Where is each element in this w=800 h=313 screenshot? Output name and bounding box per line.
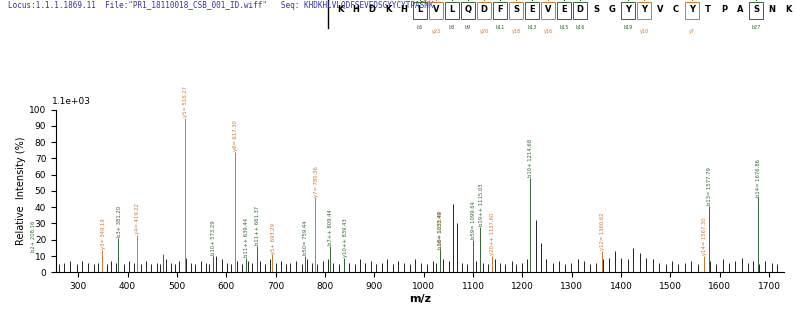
Text: V: V [657,5,663,14]
Text: S: S [513,5,519,14]
Text: F: F [497,5,503,14]
Text: E: E [561,5,567,14]
Text: y20++ 1137.60: y20++ 1137.60 [490,213,495,255]
Text: 1.1e+03: 1.1e+03 [52,97,91,106]
Text: K: K [385,5,391,14]
Text: L: L [418,5,422,14]
Text: b13: b13 [527,25,537,30]
Text: T: T [705,5,711,14]
Text: b13= 1577.79: b13= 1577.79 [707,167,712,205]
Text: b7++ 809.44: b7++ 809.44 [328,210,333,245]
Text: N: N [769,5,775,14]
Text: D: D [577,5,583,14]
Text: b50= 759.44: b50= 759.44 [303,221,308,255]
Text: y6= 617.30: y6= 617.30 [233,120,238,151]
Text: b19++ 1115.03: b19++ 1115.03 [478,183,484,226]
Text: b11++ 661.37: b11++ 661.37 [255,206,260,245]
Text: y10: y10 [639,29,649,34]
Text: P: P [721,5,727,14]
Text: b14= 1676.86: b14= 1676.86 [756,159,761,197]
Text: b10+ 573.29: b10+ 573.29 [211,221,216,255]
Text: A: A [737,5,743,14]
Text: b27: b27 [751,25,761,30]
Text: H: H [353,5,359,14]
Text: b6: b6 [417,25,423,30]
Y-axis label: Relative  Intensity (%): Relative Intensity (%) [16,137,26,245]
Text: H: H [401,5,407,14]
Text: b2+ 208.16: b2+ 208.16 [31,221,36,252]
Text: b19: b19 [623,25,633,30]
Text: y10++ 839.43: y10++ 839.43 [342,218,348,257]
Text: y20: y20 [479,29,489,34]
Text: y5+ 693.29: y5+ 693.29 [270,223,275,254]
Text: y5= 516.27: y5= 516.27 [183,86,188,117]
Text: y18: y18 [511,29,521,34]
Text: K: K [785,5,791,14]
Text: b15: b15 [559,25,569,30]
Text: Y: Y [689,5,695,14]
Text: y23: y23 [431,29,441,34]
Text: y7: y7 [689,29,695,34]
X-axis label: m/z: m/z [409,294,431,304]
Text: y14= 1567.30: y14= 1567.30 [702,218,707,255]
Text: b8+ 1033.49: b8+ 1033.49 [438,211,443,245]
Text: S: S [753,5,759,14]
Text: y16: y16 [543,29,553,34]
Text: V: V [433,5,439,14]
Text: G: G [609,5,615,14]
Text: b10+ 1214.68: b10+ 1214.68 [528,139,533,177]
Text: b8: b8 [449,25,455,30]
Text: V: V [545,5,551,14]
Text: b11: b11 [495,25,505,30]
Text: D: D [481,5,487,14]
Text: y4= 419.22: y4= 419.22 [135,203,140,234]
Text: Y: Y [625,5,631,14]
Text: Q: Q [465,5,471,14]
Text: E: E [529,5,535,14]
Text: D: D [369,5,375,14]
Text: b59= 1099.64: b59= 1099.64 [471,201,476,239]
Text: b11++ 639.44: b11++ 639.44 [244,218,249,257]
Text: y7= 780.36: y7= 780.36 [314,166,318,197]
Text: b16= 1033.49: b16= 1033.49 [438,211,443,249]
Text: C: C [673,5,679,14]
Text: b16: b16 [575,25,585,30]
Text: K: K [337,5,343,14]
Text: b9: b9 [465,25,471,30]
Text: y3= 349.19: y3= 349.19 [101,218,106,249]
Text: S: S [593,5,599,14]
Text: 5+: 5+ [422,0,434,3]
Text: Locus:1.1.1.1869.11  File:"PR1_18110018_CSB_001_ID.wiff"   Seq: KHDKHLVLQDFSEVED: Locus:1.1.1.1869.11 File:"PR1_18110018_C… [8,1,434,10]
Text: Y: Y [641,5,647,14]
Text: b3+ 381.20: b3+ 381.20 [117,206,122,237]
Text: y12= 1360.62: y12= 1360.62 [600,213,605,250]
Text: L: L [450,5,454,14]
